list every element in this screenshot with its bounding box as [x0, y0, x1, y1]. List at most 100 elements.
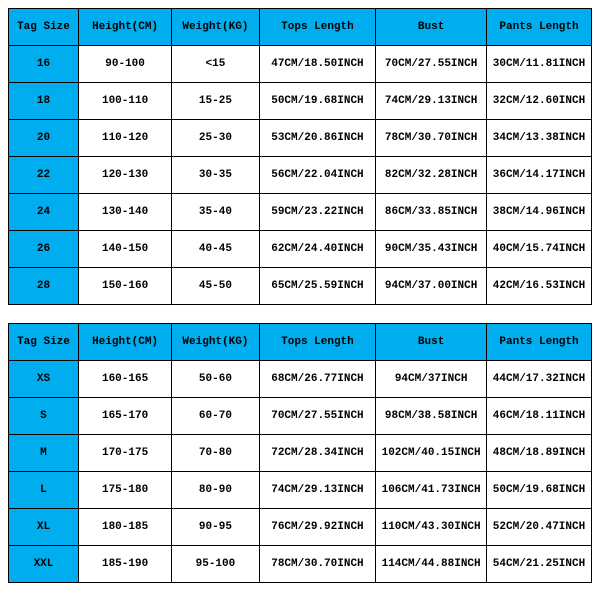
cell: 65CM/25.59INCH [259, 268, 376, 305]
cell: S [9, 398, 79, 435]
col-pants: Pants Length [487, 324, 592, 361]
cell: 98CM/38.58INCH [376, 398, 487, 435]
table-row: 22120-13030-3556CM/22.04INCH82CM/32.28IN… [9, 157, 592, 194]
col-bust: Bust [376, 9, 487, 46]
cell: 22 [9, 157, 79, 194]
cell: 114CM/44.88INCH [376, 546, 487, 583]
cell: 170-175 [78, 435, 171, 472]
cell: 70CM/27.55INCH [259, 398, 376, 435]
cell: 54CM/21.25INCH [487, 546, 592, 583]
col-weight: Weight(KG) [172, 9, 259, 46]
cell: 16 [9, 46, 79, 83]
cell: 100-110 [78, 83, 171, 120]
cell: 102CM/40.15INCH [376, 435, 487, 472]
col-bust: Bust [376, 324, 487, 361]
cell: 52CM/20.47INCH [487, 509, 592, 546]
cell: 175-180 [78, 472, 171, 509]
cell: M [9, 435, 79, 472]
cell: 110CM/43.30INCH [376, 509, 487, 546]
cell: XXL [9, 546, 79, 583]
cell: 78CM/30.70INCH [259, 546, 376, 583]
cell: 140-150 [78, 231, 171, 268]
cell: 110-120 [78, 120, 171, 157]
cell: 38CM/14.96INCH [487, 194, 592, 231]
cell: 62CM/24.40INCH [259, 231, 376, 268]
col-tops: Tops Length [259, 9, 376, 46]
cell: L [9, 472, 79, 509]
col-tag: Tag Size [9, 9, 79, 46]
cell: 15-25 [172, 83, 259, 120]
cell: XS [9, 361, 79, 398]
cell: 82CM/32.28INCH [376, 157, 487, 194]
table-row: 20110-12025-3053CM/20.86INCH78CM/30.70IN… [9, 120, 592, 157]
table-row: 26140-15040-4562CM/24.40INCH90CM/35.43IN… [9, 231, 592, 268]
cell: 130-140 [78, 194, 171, 231]
cell: 165-170 [78, 398, 171, 435]
cell: 95-100 [172, 546, 259, 583]
table-row: 18100-11015-2550CM/19.68INCH74CM/29.13IN… [9, 83, 592, 120]
cell: 160-165 [78, 361, 171, 398]
col-height: Height(CM) [78, 324, 171, 361]
cell: XL [9, 509, 79, 546]
cell: 50CM/19.68INCH [259, 83, 376, 120]
cell: 24 [9, 194, 79, 231]
cell: 80-90 [172, 472, 259, 509]
cell: 36CM/14.17INCH [487, 157, 592, 194]
cell: 32CM/12.60INCH [487, 83, 592, 120]
cell: 74CM/29.13INCH [259, 472, 376, 509]
cell: 180-185 [78, 509, 171, 546]
table-row: M170-17570-8072CM/28.34INCH102CM/40.15IN… [9, 435, 592, 472]
cell: 53CM/20.86INCH [259, 120, 376, 157]
cell: 18 [9, 83, 79, 120]
cell: 28 [9, 268, 79, 305]
table-row: 1690-100<1547CM/18.50INCH70CM/27.55INCH3… [9, 46, 592, 83]
cell: 56CM/22.04INCH [259, 157, 376, 194]
cell: 185-190 [78, 546, 171, 583]
cell: 50CM/19.68INCH [487, 472, 592, 509]
cell: 76CM/29.92INCH [259, 509, 376, 546]
cell: 120-130 [78, 157, 171, 194]
col-pants: Pants Length [487, 9, 592, 46]
cell: 26 [9, 231, 79, 268]
cell: 94CM/37.00INCH [376, 268, 487, 305]
table-row: XXL185-19095-10078CM/30.70INCH114CM/44.8… [9, 546, 592, 583]
col-height: Height(CM) [78, 9, 171, 46]
cell: 74CM/29.13INCH [376, 83, 487, 120]
table-row: 28150-16045-5065CM/25.59INCH94CM/37.00IN… [9, 268, 592, 305]
cell: 150-160 [78, 268, 171, 305]
cell: 44CM/17.32INCH [487, 361, 592, 398]
table-row: XL180-18590-9576CM/29.92INCH110CM/43.30I… [9, 509, 592, 546]
cell: 48CM/18.89INCH [487, 435, 592, 472]
cell: 90CM/35.43INCH [376, 231, 487, 268]
cell: 50-60 [172, 361, 259, 398]
size-table-1: Tag Size Height(CM) Weight(KG) Tops Leng… [8, 8, 592, 305]
cell: 46CM/18.11INCH [487, 398, 592, 435]
col-weight: Weight(KG) [172, 324, 259, 361]
cell: 30-35 [172, 157, 259, 194]
table-row: 24130-14035-4059CM/23.22INCH86CM/33.85IN… [9, 194, 592, 231]
col-tops: Tops Length [259, 324, 376, 361]
cell: 78CM/30.70INCH [376, 120, 487, 157]
cell: 30CM/11.81INCH [487, 46, 592, 83]
cell: 68CM/26.77INCH [259, 361, 376, 398]
cell: 90-100 [78, 46, 171, 83]
cell: 20 [9, 120, 79, 157]
cell: 106CM/41.73INCH [376, 472, 487, 509]
cell: 45-50 [172, 268, 259, 305]
cell: 40-45 [172, 231, 259, 268]
cell: 72CM/28.34INCH [259, 435, 376, 472]
cell: 86CM/33.85INCH [376, 194, 487, 231]
cell: 90-95 [172, 509, 259, 546]
cell: 94CM/37INCH [376, 361, 487, 398]
table-row: S165-17060-7070CM/27.55INCH98CM/38.58INC… [9, 398, 592, 435]
cell: 70-80 [172, 435, 259, 472]
cell: 42CM/16.53INCH [487, 268, 592, 305]
table-row: L175-18080-9074CM/29.13INCH106CM/41.73IN… [9, 472, 592, 509]
header-row: Tag Size Height(CM) Weight(KG) Tops Leng… [9, 9, 592, 46]
cell: 34CM/13.38INCH [487, 120, 592, 157]
cell: 25-30 [172, 120, 259, 157]
cell: 59CM/23.22INCH [259, 194, 376, 231]
col-tag: Tag Size [9, 324, 79, 361]
cell: 40CM/15.74INCH [487, 231, 592, 268]
cell: 47CM/18.50INCH [259, 46, 376, 83]
